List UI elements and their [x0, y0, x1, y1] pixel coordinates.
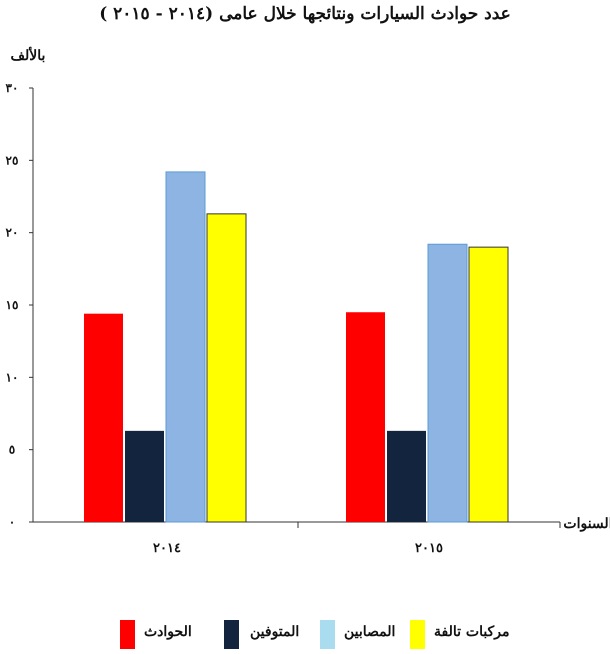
bar [387, 430, 426, 522]
y-axis-label: بالألف [11, 46, 46, 64]
chart-title: عدد حوادث السيارات ونتائجها خلال عامى (٢… [99, 4, 511, 24]
y-tick-label: ٢٥ [6, 153, 19, 167]
y-tick-label: ٠ [9, 515, 15, 529]
legend: الحوادث المتوفين المصابين مركبات تالفة [0, 620, 610, 650]
legend-label-accidents: الحوادث [144, 624, 192, 640]
legend-item-deaths: المتوفين [224, 620, 324, 650]
legend-swatch-injured [320, 620, 335, 649]
bar [427, 243, 468, 523]
bar [346, 312, 385, 522]
y-tick-label: ٢٠ [6, 226, 19, 240]
legend-label-injured: المصابين [344, 624, 396, 640]
bar [468, 246, 509, 523]
legend-label-damaged-vehicles: مركبات تالفة [434, 624, 510, 640]
legend-label-deaths: المتوفين [250, 624, 300, 640]
y-tick-label: ١٠ [6, 370, 19, 384]
legend-item-injured: المصابين [320, 620, 420, 650]
y-tick-label: ١٥ [6, 298, 19, 312]
legend-swatch-damaged-vehicles [410, 620, 425, 649]
bar-chart: ٠ ٥ ١٠ ١٥ ٢٠ ٢٥ ٣٠ بالألف السنوات ٢٠١٤ ٢٠١٥ [6, 46, 610, 556]
x-tick-label: ٢٠١٥ [415, 541, 443, 556]
bar [165, 171, 206, 523]
x-axis-label: السنوات [563, 516, 610, 532]
x-tick-label: ٢٠١٤ [153, 541, 181, 556]
legend-swatch-accidents [120, 620, 135, 649]
y-tick-label: ٥ [9, 443, 15, 457]
bar [125, 430, 164, 522]
legend-item-accidents: الحوادث [120, 620, 220, 650]
y-tick-label: ٣٠ [6, 81, 19, 95]
bar [206, 213, 247, 523]
legend-swatch-deaths [224, 620, 239, 649]
bar [84, 313, 123, 522]
legend-item-damaged-vehicles: مركبات تالفة [410, 620, 540, 650]
